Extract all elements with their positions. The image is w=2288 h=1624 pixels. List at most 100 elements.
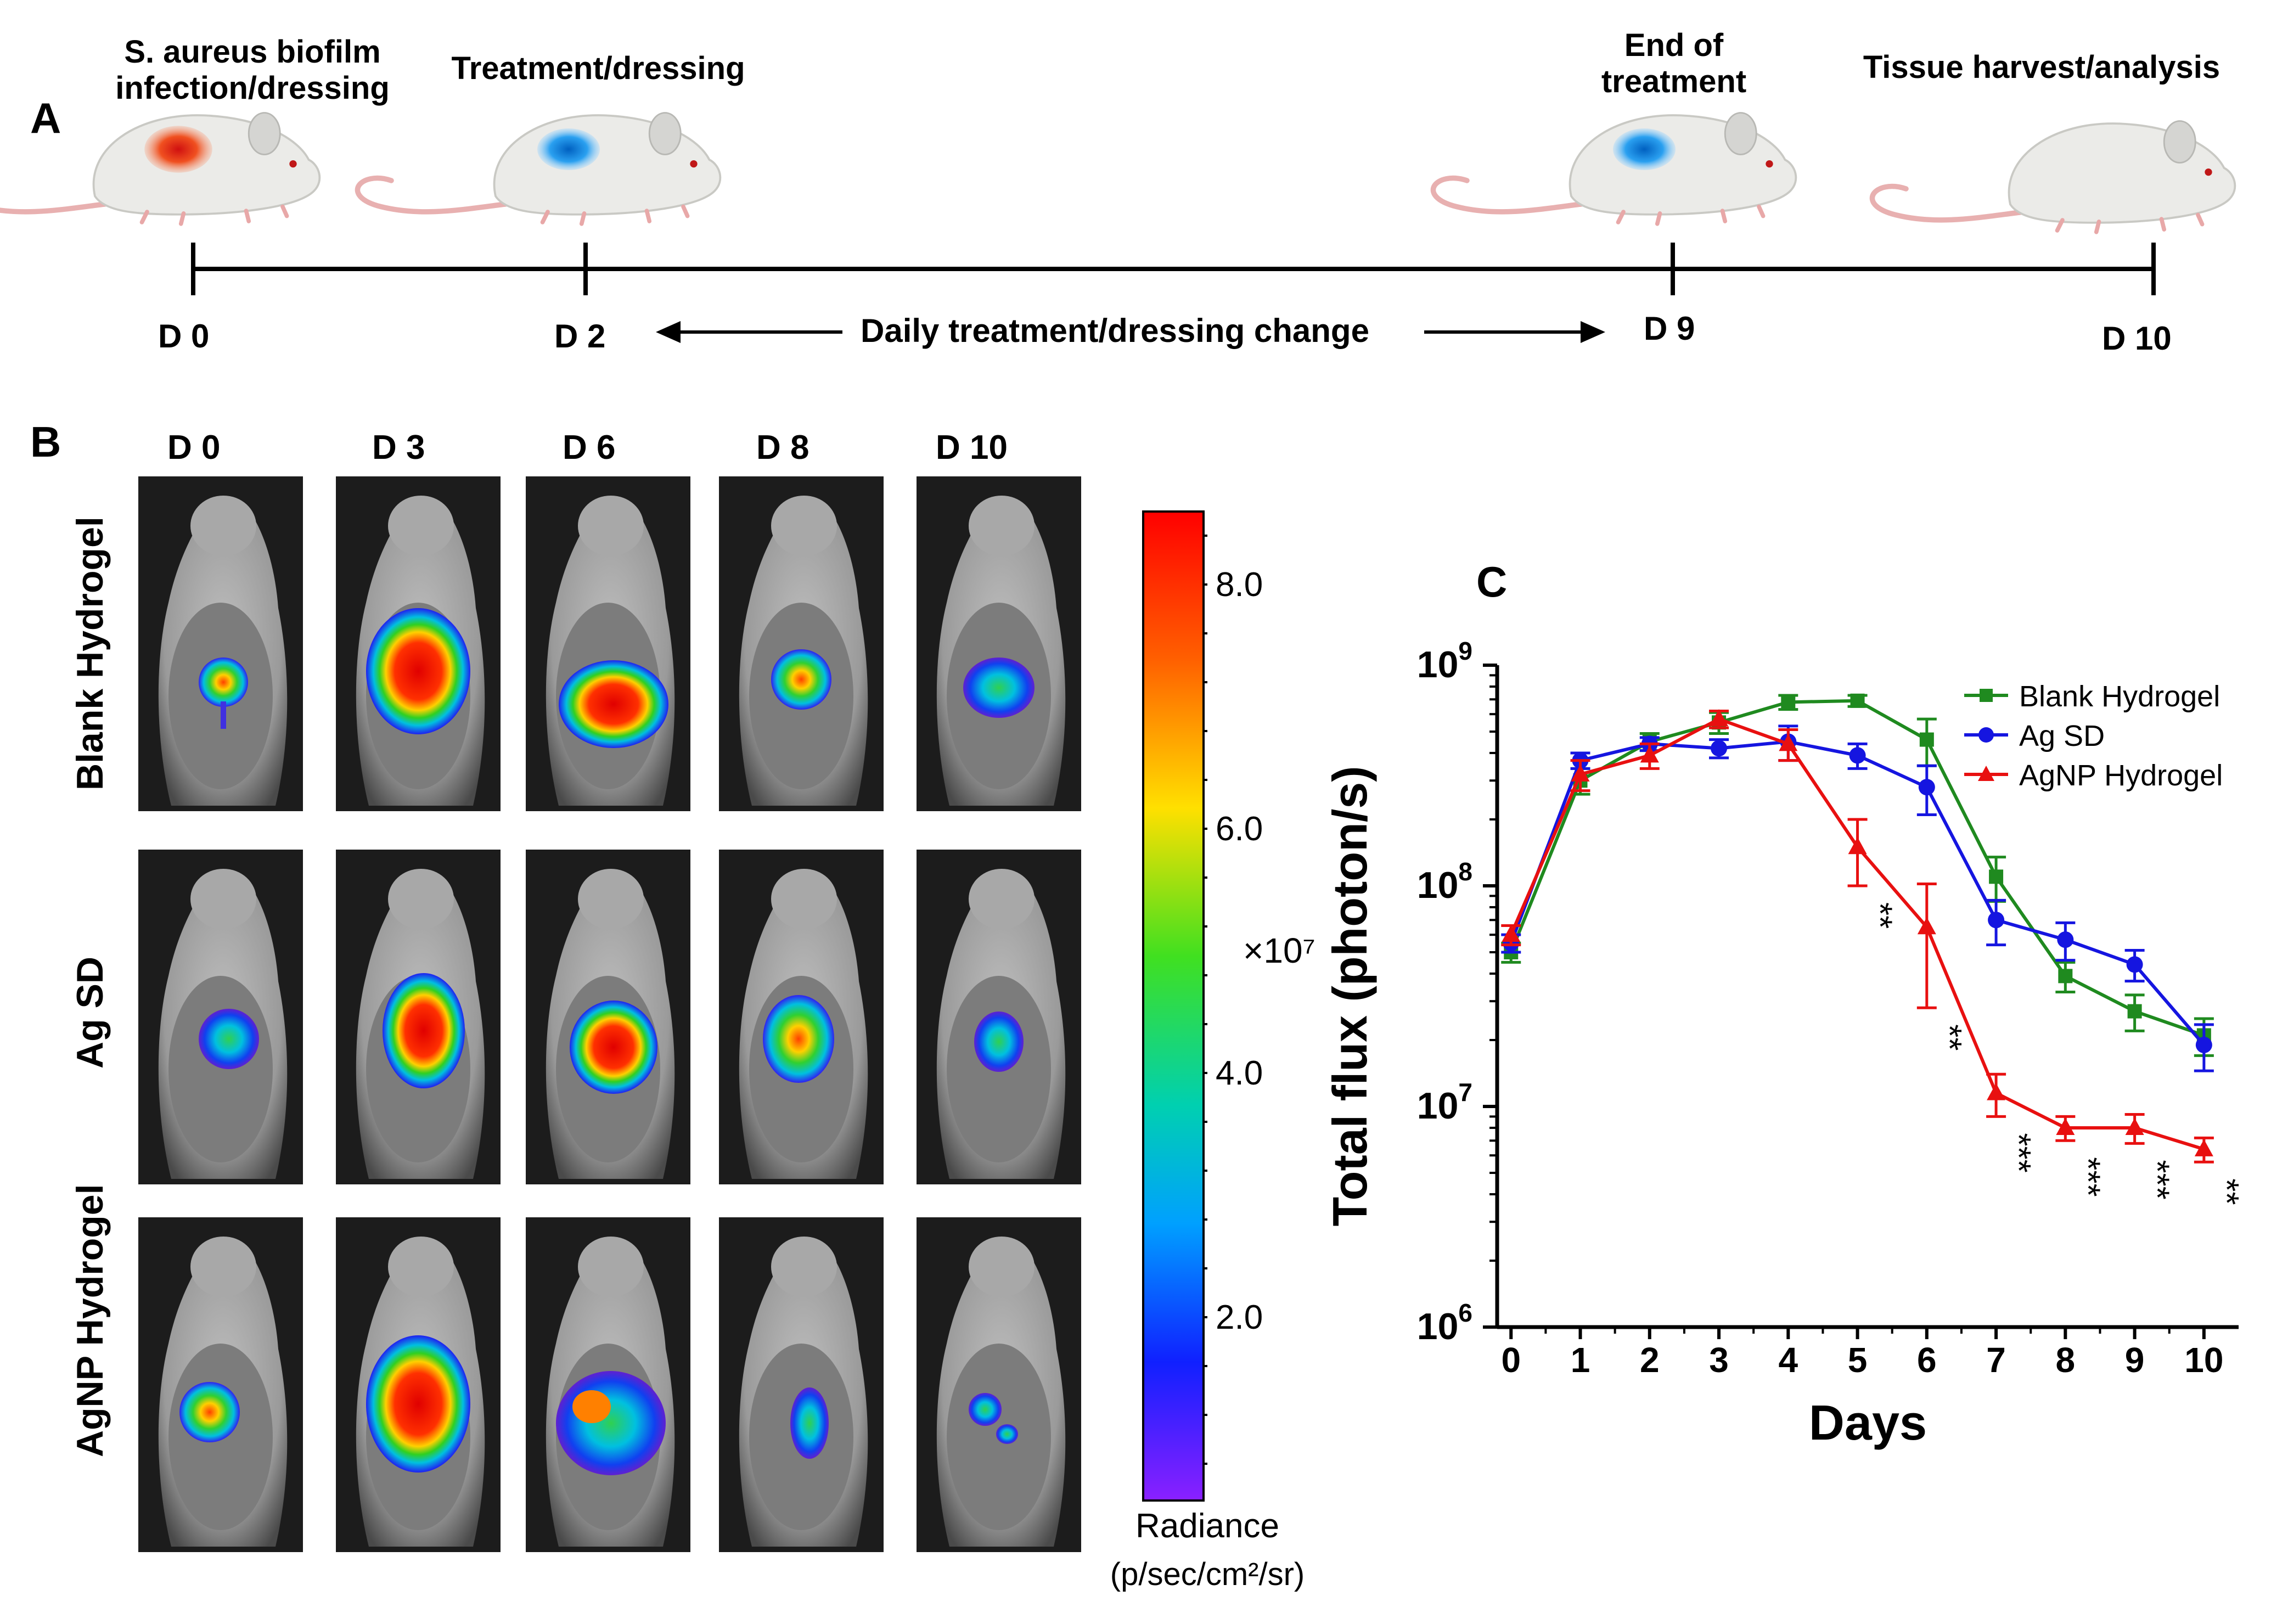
photo-blank-d0 [138,476,303,811]
colorbar-multiplier: ×10⁷ [1243,931,1316,970]
data-point [1987,1083,2006,1100]
photo-blank-d8 [719,476,884,811]
mouse-icon-d2 [357,113,720,224]
column-label-d10: D 10 [936,429,1008,467]
legend-label: Blank Hydrogel [2019,680,2220,713]
panel-c-letter: C [1476,558,1508,606]
colorbar [1142,510,1205,1502]
x-tick-label: 5 [1848,1340,1868,1380]
significance-marker: ** [1861,902,1899,929]
x-tick-label: 7 [1986,1340,2006,1380]
data-point [2195,1036,2212,1053]
photo-agsd-d8 [719,850,884,1184]
data-point [1571,764,1590,782]
colorbar-tick-label-8: 8.0 [1216,566,1263,604]
flux-chart: 109 108 107 106 0 1 2 3 4 5 6 7 8 9 10 Days Total flux (… [1323,637,2245,1451]
x-tick-label: 4 [1779,1340,1798,1380]
timeline-label-d10-line1: Tissue harvest/analysis [1863,49,2220,85]
x-tick-label: 1 [1571,1340,1590,1380]
significance-marker: *** [2068,1157,2106,1196]
colorbar-units: (p/sec/cm²/sr) [1110,1556,1305,1592]
imaging-grid [138,476,1207,1552]
data-point [2058,969,2073,984]
column-label-d6: D 6 [563,429,616,467]
data-point [1640,745,1659,763]
timeline-graphic [0,0,2288,343]
significance-marker: ** [1930,1024,1968,1050]
column-label-d0: D 0 [167,429,221,467]
y-tick-label: 106 [1417,1299,1472,1347]
timeline-day-d0: D 0 [158,318,210,355]
colorbar-tick-label-2: 2.0 [1216,1299,1263,1336]
column-label-d8: D 8 [756,429,809,467]
colorbar-tick-label-6: 6.0 [1216,810,1263,848]
data-point [1850,693,1865,708]
data-point [2127,1004,2142,1019]
timeline-day-d9: D 9 [1644,310,1695,347]
photo-agnp-d3 [336,1217,501,1552]
significance-marker: *** [2138,1160,2176,1199]
timeline-label-d2: Treatment/dressing [445,50,752,87]
significance-marker: *** [1999,1133,2037,1172]
legend-label: AgNP Hydrogel [2019,759,2223,792]
data-point [1848,837,1867,855]
colorbar-title: Radiance [1135,1507,1279,1545]
photo-agsd-d0 [138,850,303,1184]
colorbar-ticks [1204,535,1207,1465]
x-tick-label: 9 [2125,1340,2145,1380]
y-axis-title: Total flux (photon/s) [1323,766,1377,1226]
panel-b-letter: B [30,418,61,466]
y-tick-label: 109 [1417,637,1472,685]
timeline-label-d0: S. aureus biofilm infection/dressing [99,34,406,106]
x-tick-label: 6 [1917,1340,1937,1380]
x-tick-label: 0 [1501,1340,1521,1380]
data-point [1919,732,1934,747]
arrow-label: Daily treatment/dressing change [861,312,1369,349]
mouse-icon-d0 [0,113,319,224]
x-tick-label: 10 [2184,1340,2223,1380]
significance-marker: ** [2207,1178,2245,1205]
photo-agnp-d6 [526,1217,690,1552]
panel-a-letter: A [30,94,61,142]
photo-agnp-d0 [138,1217,303,1552]
double-arrow [656,321,1605,343]
data-point [1502,925,1521,942]
data-point [2126,956,2143,973]
mouse-icon-d10 [1872,121,2235,232]
data-point [1710,709,1729,727]
x-axis-title: Days [1809,1396,1927,1451]
data-point [2194,1139,2213,1156]
legend-marker [1978,727,1994,743]
timeline-label-d0-line2: infection/dressing [115,70,390,106]
timeline-label-d9-line1: End of [1624,27,1724,63]
x-tick-label: 3 [1709,1340,1729,1380]
legend-marker [1980,689,1993,702]
timeline-day-d10: D 10 [2102,320,2172,357]
colorbar-tick-label-4: 4.0 [1216,1054,1263,1092]
y-tick-label: 108 [1417,857,1472,906]
photo-blank-d3 [336,476,501,811]
photo-agsd-d6 [526,850,690,1184]
data-point [2125,1117,2144,1135]
x-tick-label: 2 [1640,1340,1660,1380]
data-point [1779,734,1798,751]
data-point [2057,931,2074,948]
timeline-label-d10: Tissue harvest/analysis [1849,49,2234,86]
column-label-d3: D 3 [372,429,425,467]
photo-agsd-d3 [336,850,501,1184]
legend-label: Ag SD [2019,720,2105,752]
photo-agsd-d10 [917,850,1081,1184]
photo-blank-d10 [917,476,1081,811]
timeline-label-d2-line1: Treatment/dressing [451,50,745,86]
data-point [1781,695,1796,710]
data-point [1917,917,1936,935]
y-tick-label: 107 [1417,1078,1472,1127]
legend-marker [1978,766,1994,781]
timeline-label-d9: End of treatment [1542,27,1806,100]
data-point [1989,869,2004,884]
timeline-day-d2: D 2 [554,318,606,355]
timeline-label-d0-line1: S. aureus biofilm [124,34,381,70]
series-agnp-hydrogel [1501,709,2214,1164]
x-tick-label: 8 [2056,1340,2076,1380]
legend: Blank Hydrogel Ag SD AgNP Hydrogel [1964,680,2223,792]
